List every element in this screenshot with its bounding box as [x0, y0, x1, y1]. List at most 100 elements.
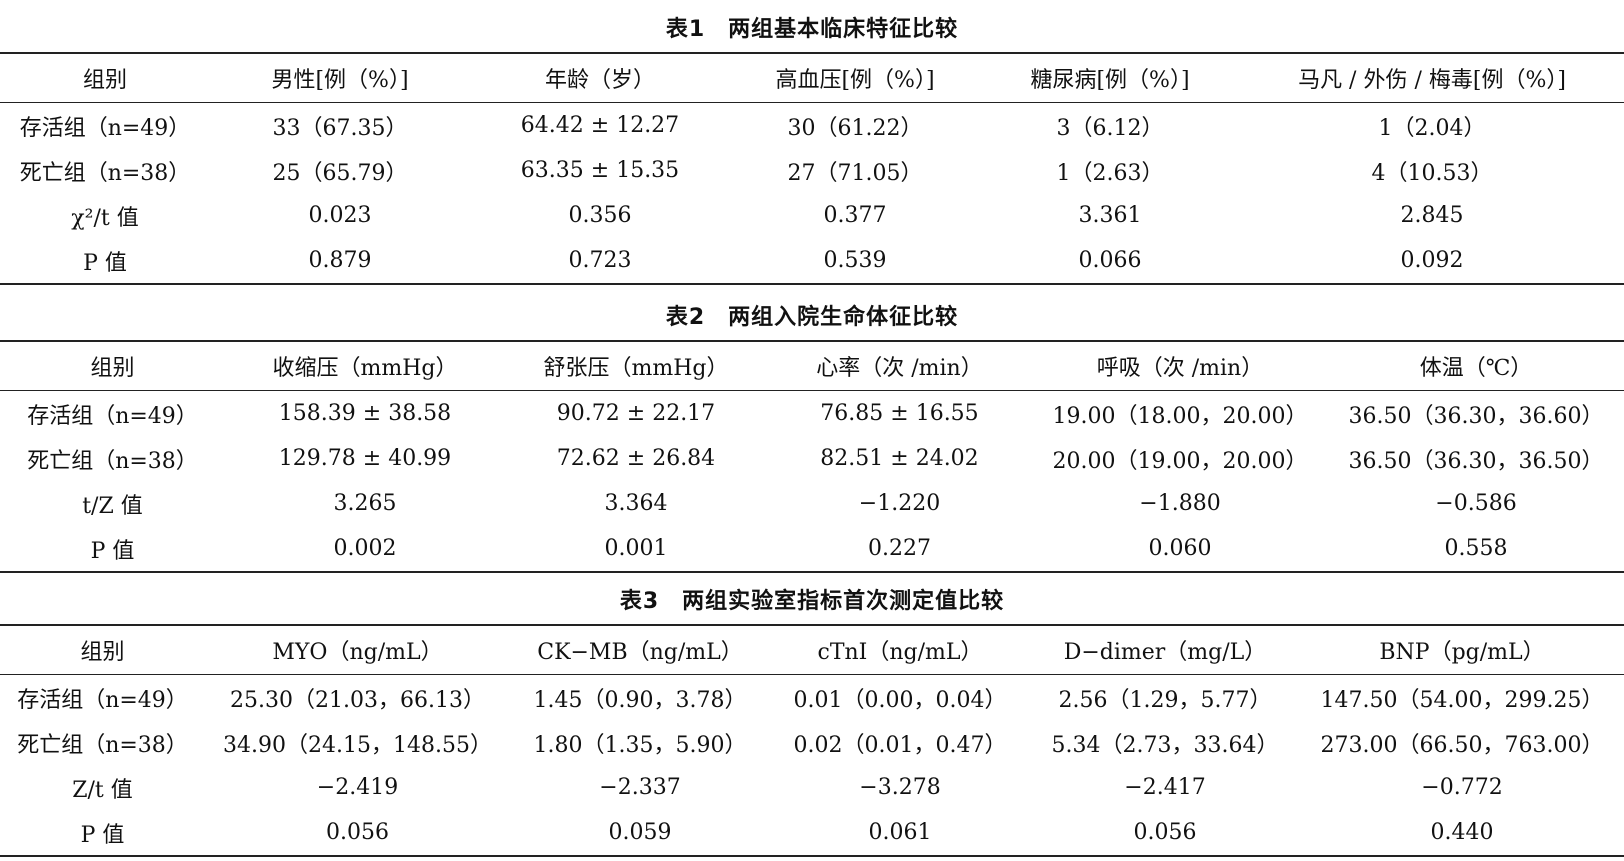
table2-block: 表2 两组入院生命体征比较 组别 收缩压（mmHg） 舒张压（mmHg） 心率（…: [0, 296, 1624, 573]
table-cell: 76.85 ± 16.55: [820, 401, 979, 426]
table-cell: 129.78 ± 40.99: [278, 446, 452, 471]
table2: 组别 收缩压（mmHg） 舒张压（mmHg） 心率（次 /min） 呼吸（次 /…: [0, 340, 1624, 573]
table1-col-header: 高血压[例（%）]: [730, 52, 980, 103]
table-cell: 25.30（21.03，66.13）: [230, 687, 485, 713]
table-cell: 3.265: [333, 491, 397, 516]
row-label: t/Z 值: [82, 493, 143, 519]
table-cell: 72.62 ± 26.84: [556, 446, 716, 471]
row-label: 死亡组（n=38）: [19, 160, 191, 186]
table-cell: −1.220: [858, 491, 941, 516]
table-cell: 1.80（1.35，5.90）: [533, 732, 747, 758]
table-cell: 1（2.63）: [1056, 160, 1164, 186]
row-label: Z/t 值: [72, 777, 133, 803]
table-cell: 0.440: [1300, 810, 1624, 857]
table-cell: −1.880: [1139, 491, 1221, 516]
table-cell: 0.01（0.00，0.04）: [793, 687, 1007, 713]
table-cell: −2.337: [599, 775, 681, 800]
table-cell: 0.723: [470, 238, 730, 285]
table-cell: 0.002: [225, 526, 505, 573]
table1-col-header: 年龄（岁）: [470, 52, 730, 103]
table-cell: 0.060: [1032, 526, 1328, 573]
table-cell: 0.001: [505, 526, 767, 573]
table-row: χ²/t 值 0.023 0.356 0.377 3.361 2.845: [0, 193, 1624, 238]
row-label: 存活组（n=49）: [27, 403, 198, 429]
table-cell: 0.066: [980, 238, 1240, 285]
table-row: t/Z 值 3.265 3.364 −1.220 −1.880 −0.586: [0, 481, 1624, 526]
table1-col-header: 男性[例（%）]: [210, 52, 470, 103]
table2-col-header: 心率（次 /min）: [767, 340, 1032, 391]
table-row: 存活组（n=49） 158.39 ± 38.58 90.72 ± 22.17 7…: [0, 391, 1624, 437]
table-cell: 3.361: [1078, 203, 1142, 228]
table-cell: 0.059: [510, 810, 770, 857]
table-cell: 19.00（18.00，20.00）: [1052, 403, 1308, 429]
table-row: 死亡组（n=38） 34.90（24.15，148.55） 1.80（1.35，…: [0, 720, 1624, 765]
table-cell: −3.278: [859, 775, 941, 800]
row-label: χ²/t 值: [71, 205, 139, 231]
table-cell: 0.377: [823, 203, 887, 228]
table-row: P 值 0.002 0.001 0.227 0.060 0.558: [0, 526, 1624, 573]
table-row: Z/t 值 −2.419 −2.337 −3.278 −2.417 −0.772: [0, 765, 1624, 810]
table-cell: 20.00（19.00，20.00）: [1052, 448, 1308, 474]
table-cell: 0.539: [730, 238, 980, 285]
table-cell: 0.092: [1240, 238, 1624, 285]
table-cell: 90.72 ± 22.17: [556, 401, 716, 426]
table-cell: −2.417: [1124, 775, 1206, 800]
table-cell: 30（61.22）: [787, 115, 923, 141]
table-cell: 27（71.05）: [787, 160, 923, 186]
table-cell: 0.558: [1328, 526, 1624, 573]
table-cell: 25（65.79）: [272, 160, 408, 186]
row-label: P 值: [0, 810, 205, 857]
table1-header-row: 组别 男性[例（%）] 年龄（岁） 高血压[例（%）] 糖尿病[例（%）] 马凡…: [0, 52, 1624, 103]
table1-col-header: 糖尿病[例（%）]: [980, 52, 1240, 103]
table-cell: 2.56（1.29，5.77）: [1058, 687, 1272, 713]
table-cell: −0.586: [1435, 491, 1517, 516]
table-cell: 63.35 ± 15.35: [520, 158, 680, 183]
table-row: P 值 0.879 0.723 0.539 0.066 0.092: [0, 238, 1624, 285]
table-cell: −2.419: [316, 775, 399, 800]
table-row: 存活组（n=49） 25.30（21.03，66.13） 1.45（0.90，3…: [0, 675, 1624, 721]
row-label: 存活组（n=49）: [19, 115, 191, 141]
table3: 组别 MYO（ng/mL） CK−MB（ng/mL） cTnI（ng/mL） D…: [0, 624, 1624, 857]
table-cell: 36.50（36.30，36.50）: [1348, 448, 1604, 474]
table-cell: 0.056: [1030, 810, 1300, 857]
table1-col-header: 组别: [0, 52, 210, 103]
table3-header-row: 组别 MYO（ng/mL） CK−MB（ng/mL） cTnI（ng/mL） D…: [0, 624, 1624, 675]
table-cell: 273.00（66.50，763.00）: [1320, 732, 1604, 758]
table1-block: 表1 两组基本临床特征比较 组别 男性[例（%）] 年龄（岁） 高血压[例（%）…: [0, 8, 1624, 285]
table1: 组别 男性[例（%）] 年龄（岁） 高血压[例（%）] 糖尿病[例（%）] 马凡…: [0, 52, 1624, 285]
table2-header-row: 组别 收缩压（mmHg） 舒张压（mmHg） 心率（次 /min） 呼吸（次 /…: [0, 340, 1624, 391]
table-cell: 1（2.04）: [1378, 115, 1486, 141]
table2-caption: 表2 两组入院生命体征比较: [665, 305, 959, 330]
table-row: 存活组（n=49） 33（67.35） 64.42 ± 12.27 30（61.…: [0, 103, 1624, 149]
table-cell: 64.42 ± 12.27: [520, 113, 680, 138]
table-cell: 158.39 ± 38.58: [278, 401, 452, 426]
table-cell: 4（10.53）: [1371, 160, 1493, 186]
table2-col-header: 收缩压（mmHg）: [225, 340, 505, 391]
table-cell: 0.061: [770, 810, 1030, 857]
table-cell: 0.227: [767, 526, 1032, 573]
table2-col-header: 体温（℃）: [1328, 340, 1624, 391]
table3-caption: 表3 两组实验室指标首次测定值比较: [619, 589, 1005, 614]
table-cell: 5.34（2.73，33.64）: [1051, 732, 1279, 758]
table1-caption: 表1 两组基本临床特征比较: [665, 17, 959, 42]
table-cell: 2.845: [1400, 203, 1464, 228]
table2-col-header: 呼吸（次 /min）: [1032, 340, 1328, 391]
table-cell: 36.50（36.30，36.60）: [1348, 403, 1604, 429]
table3-block: 表3 两组实验室指标首次测定值比较 组别 MYO（ng/mL） CK−MB（ng…: [0, 580, 1624, 857]
table-cell: 34.90（24.15，148.55）: [223, 732, 492, 758]
table-cell: 0.356: [568, 203, 632, 228]
table3-col-header: D−dimer（mg/L）: [1030, 624, 1300, 675]
table2-col-header: 组别: [0, 340, 225, 391]
table-row: 死亡组（n=38） 129.78 ± 40.99 72.62 ± 26.84 8…: [0, 436, 1624, 481]
row-label: 存活组（n=49）: [17, 687, 188, 713]
table-cell: 82.51 ± 24.02: [820, 446, 979, 471]
table-cell: 1.45（0.90，3.78）: [533, 687, 747, 713]
table-cell: 0.023: [308, 203, 372, 228]
table-cell: 0.879: [210, 238, 470, 285]
table1-col-header: 马凡 / 外伤 / 梅毒[例（%）]: [1240, 52, 1624, 103]
table-cell: 3（6.12）: [1056, 115, 1164, 141]
table-cell: 33（67.35）: [272, 115, 408, 141]
row-label: 死亡组（n=38）: [27, 448, 198, 474]
table3-col-header: 组别: [0, 624, 205, 675]
